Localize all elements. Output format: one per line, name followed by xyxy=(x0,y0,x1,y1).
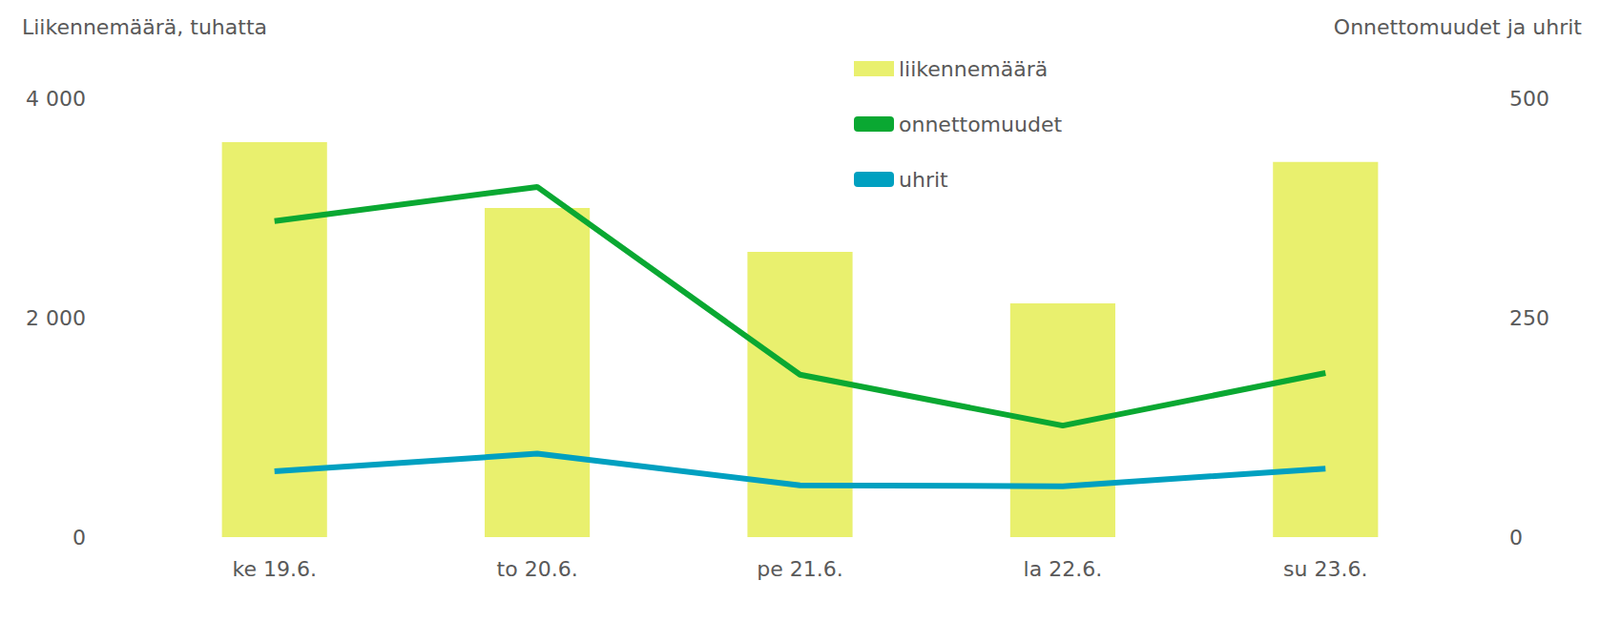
svg-text:su 23.6.: su 23.6. xyxy=(1283,557,1368,582)
svg-text:250: 250 xyxy=(1509,306,1550,331)
svg-text:ke 19.6.: ke 19.6. xyxy=(231,557,316,582)
svg-text:Liikennemäärä, tuhatta: Liikennemäärä, tuhatta xyxy=(21,15,268,40)
svg-text:to 20.6.: to 20.6. xyxy=(497,557,579,582)
svg-text:onnettomuudet: onnettomuudet xyxy=(898,112,1062,137)
svg-text:uhrit: uhrit xyxy=(898,167,949,192)
svg-text:4 000: 4 000 xyxy=(25,86,86,111)
svg-text:2 000: 2 000 xyxy=(25,306,86,331)
svg-text:0: 0 xyxy=(72,525,86,550)
svg-text:la 22.6.: la 22.6. xyxy=(1023,557,1103,582)
svg-text:Onnettomuudet ja uhrit: Onnettomuudet ja uhrit xyxy=(1333,15,1583,40)
svg-text:liikennemäärä: liikennemäärä xyxy=(898,57,1048,82)
svg-text:0: 0 xyxy=(1509,525,1523,550)
svg-text:pe 21.6.: pe 21.6. xyxy=(756,557,843,582)
svg-text:500: 500 xyxy=(1509,86,1550,111)
